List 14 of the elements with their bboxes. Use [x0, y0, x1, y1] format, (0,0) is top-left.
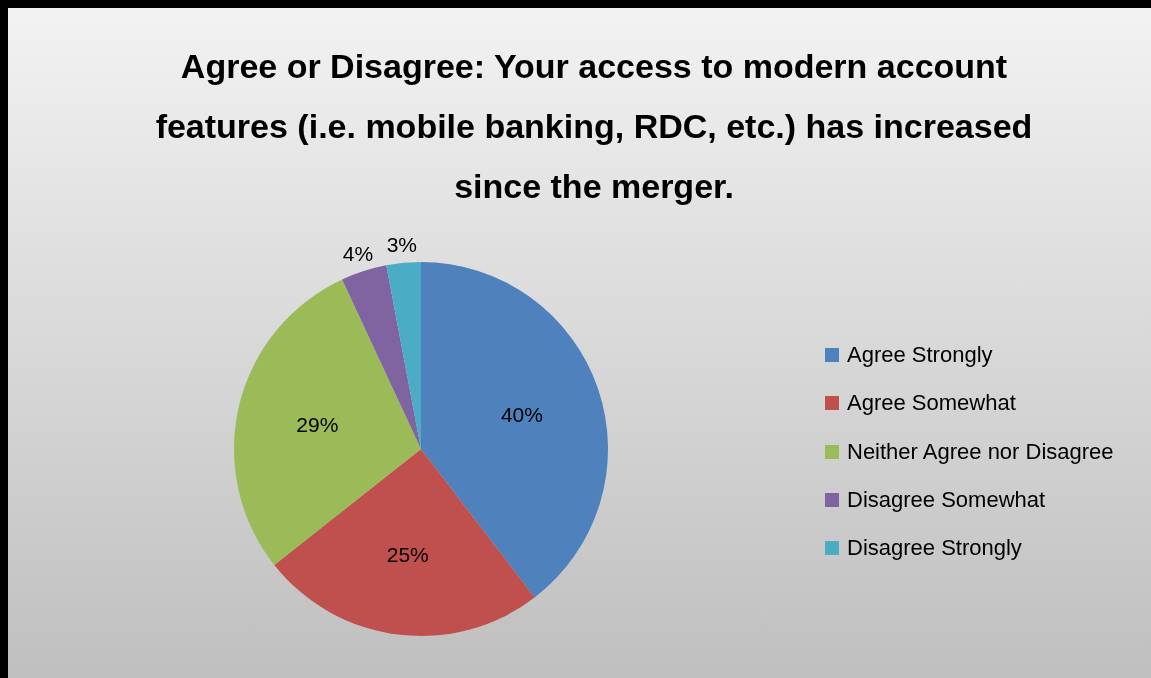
data-label: 40% [500, 403, 543, 427]
data-label: 29% [296, 412, 339, 436]
data-label: 25% [386, 543, 429, 567]
pie-slice [274, 449, 535, 636]
legend-label: Agree Somewhat [847, 390, 1016, 417]
data-label: 3% [386, 232, 418, 256]
legend-label: Disagree Somewhat [847, 487, 1046, 514]
chart-title: Agree or Disagree: Your access to modern account features (i.e. mobile banking, RDC, etc.) has increased since the merger. [154, 46, 1034, 207]
data-label: 4% [342, 241, 374, 265]
legend-label: Agree Strongly [847, 342, 993, 369]
pie-slice [386, 262, 421, 449]
legend-label: Neither Agree nor Disagree [847, 438, 1114, 465]
legend-label: Disagree Strongly [847, 535, 1022, 562]
pie-slice [342, 265, 421, 449]
